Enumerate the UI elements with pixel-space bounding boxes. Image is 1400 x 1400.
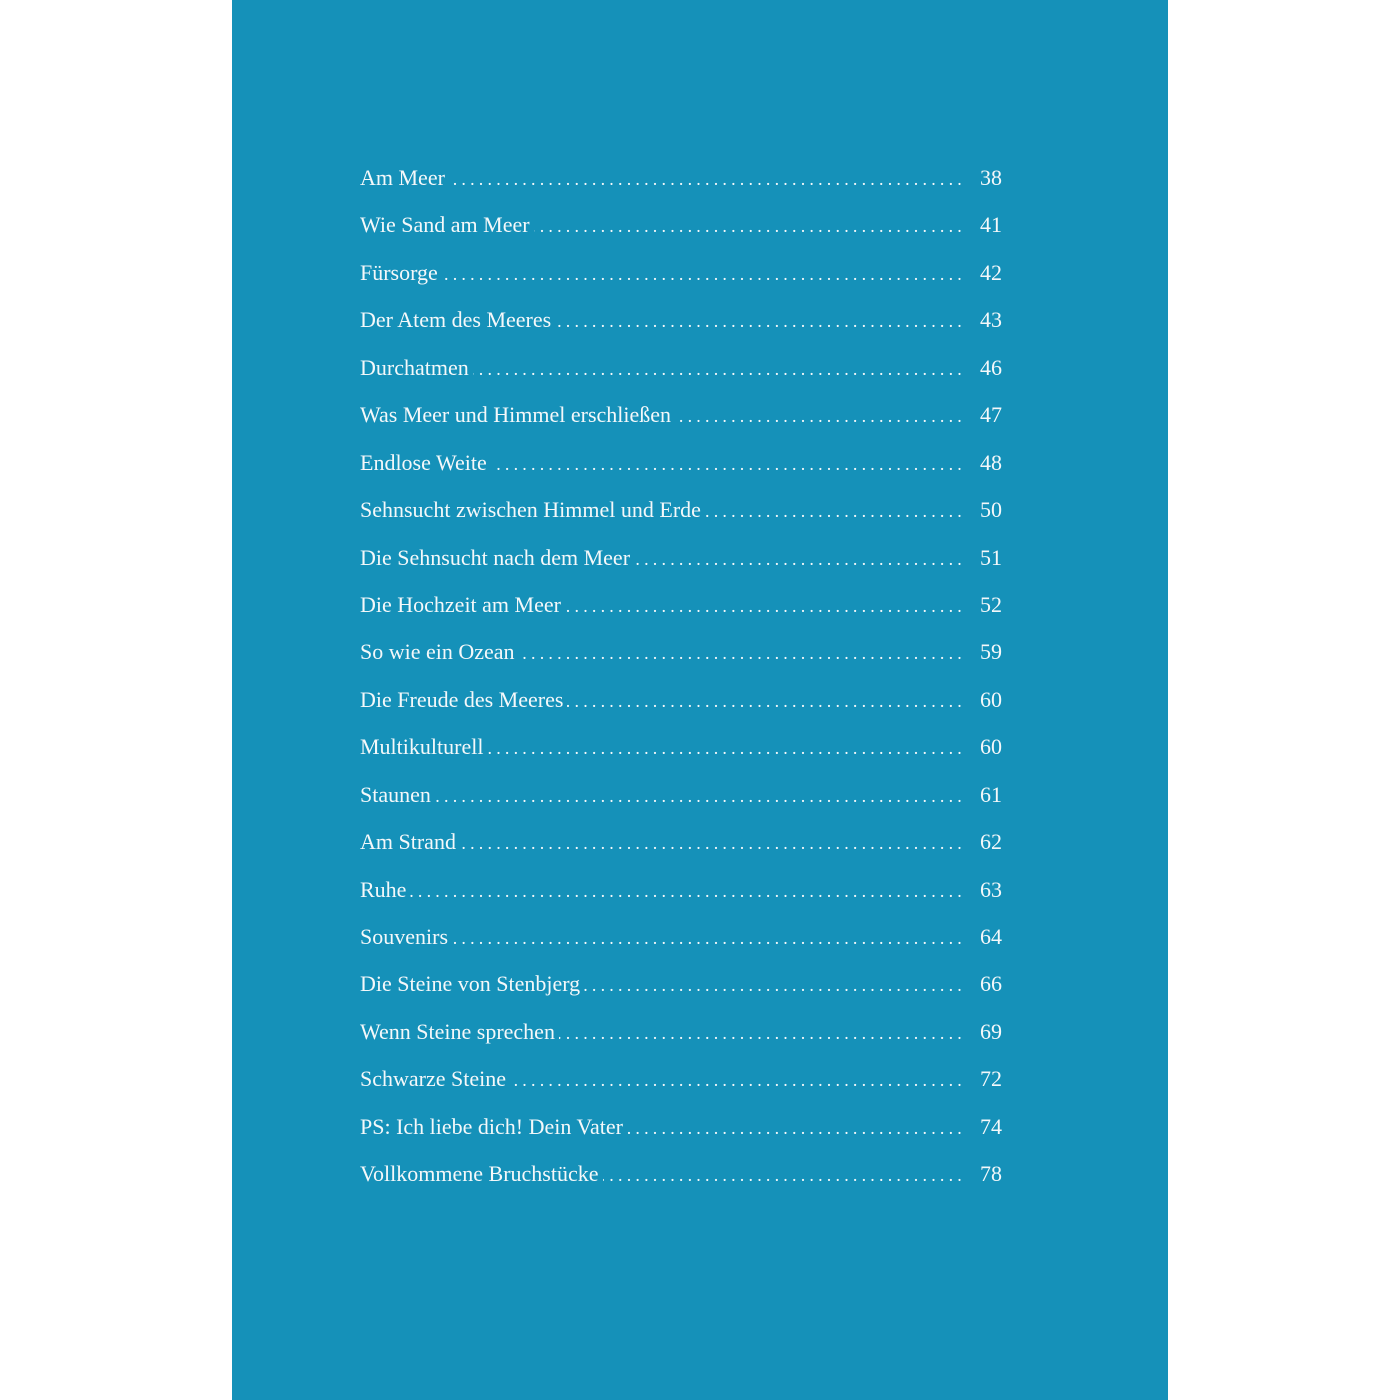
- toc-entry: Am Meer.................................…: [360, 160, 1002, 207]
- toc-entry-title: Fürsorge: [360, 259, 438, 285]
- toc-entry-page-number: 43: [980, 307, 1002, 333]
- toc-entry: Vollkommene Bruchstücke.................…: [360, 1156, 1002, 1203]
- dot-leader: ........................................…: [558, 1022, 966, 1043]
- toc-entry-title: Souvenirs: [360, 924, 448, 949]
- dot-leader: ........................................…: [555, 311, 966, 332]
- dot-leader: ........................................…: [626, 1117, 966, 1138]
- toc-entry-page-number: 60: [980, 734, 1002, 760]
- toc-entry-title: PS: Ich liebe dich! Dein Vater: [360, 1113, 623, 1139]
- toc-entry: Die Hochzeit am Meer....................…: [360, 587, 1002, 634]
- toc-entry: Die Freude des Meeres...................…: [360, 682, 1002, 729]
- toc-entry-page-number: 46: [980, 354, 1002, 380]
- toc-entry: So wie ein Ozean........................…: [360, 634, 1002, 681]
- dot-leader: ........................................…: [567, 690, 966, 711]
- toc-entry: Am Strand...............................…: [360, 824, 1002, 871]
- toc-entry-page-number: 59: [980, 639, 1002, 665]
- toc-entry: Die Steine von Stenbjerg................…: [360, 966, 1002, 1013]
- toc-entry-page-number: 69: [980, 1018, 1002, 1044]
- toc-entry-page-number: 66: [980, 971, 1002, 997]
- toc-entry-page-number: 51: [980, 544, 1002, 570]
- toc-entry-page-number: 42: [980, 259, 1002, 285]
- toc-entry-title: Die Sehnsucht nach dem Meer: [360, 544, 631, 570]
- dot-leader: ........................................…: [442, 263, 966, 284]
- toc-entry-page-number: 62: [980, 829, 1002, 855]
- toc-entry-title: Am Strand: [360, 829, 456, 855]
- toc-entry-page-number: 52: [980, 591, 1002, 617]
- toc-entry: Souvenirs...............................…: [360, 919, 1002, 966]
- toc-entry-page-number: 63: [980, 876, 1002, 902]
- toc-entry: Ruhe....................................…: [360, 872, 1002, 919]
- toc-entry-page-number: 48: [980, 449, 1002, 475]
- toc-entry-page-number: 60: [980, 686, 1002, 712]
- toc-entry-title: Staunen: [360, 781, 431, 807]
- toc-entry-title: Am Meer: [360, 165, 445, 190]
- book-page: Am Meer.................................…: [232, 0, 1168, 1400]
- dot-leader: ........................................…: [510, 1070, 966, 1091]
- dot-leader: ........................................…: [434, 785, 966, 806]
- dot-leader: ........................................…: [704, 501, 966, 522]
- toc-entry: Staunen.................................…: [360, 777, 1002, 824]
- toc-entry: PS: Ich liebe dich! Dein Vater..........…: [360, 1109, 1002, 1156]
- toc-entry: Was Meer und Himmel erschließen.........…: [360, 397, 1002, 444]
- dot-leader: ........................................…: [634, 548, 966, 569]
- dot-leader: ........................................…: [460, 833, 966, 854]
- toc-entry: Sehnsucht zwischen Himmel und Erde......…: [360, 492, 1002, 539]
- toc-entry-title: Sehnsucht zwischen Himmel und Erde: [360, 497, 701, 523]
- toc-entry: Die Sehnsucht nach dem Meer.............…: [360, 540, 1002, 587]
- toc-entry: Schwarze Steine.........................…: [360, 1061, 1002, 1108]
- dot-leader: ........................................…: [519, 643, 966, 664]
- toc-entry-title: Der Atem des Meeres: [360, 307, 552, 333]
- dot-leader: ........................................…: [533, 216, 966, 237]
- dot-leader: ........................................…: [452, 928, 966, 948]
- toc-entry: Endlose Weite...........................…: [360, 445, 1002, 492]
- toc-entry-page-number: 41: [980, 212, 1002, 238]
- toc-entry-page-number: 74: [980, 1113, 1002, 1139]
- dot-leader: ........................................…: [449, 169, 966, 189]
- toc-entry-title: Vollkommene Bruchstücke: [360, 1161, 599, 1187]
- dot-leader: ........................................…: [564, 595, 966, 616]
- toc-entry-title: Was Meer und Himmel erschließen: [360, 402, 672, 428]
- table-of-contents: Am Meer.................................…: [360, 160, 1002, 1204]
- dot-leader: ........................................…: [675, 406, 966, 427]
- toc-entry-title: Durchatmen: [360, 354, 469, 380]
- toc-entry-page-number: 38: [980, 165, 1002, 190]
- dot-leader: ........................................…: [584, 975, 966, 996]
- toc-entry-title: Die Freude des Meeres: [360, 686, 564, 712]
- toc-entry-title: Die Steine von Stenbjerg: [360, 971, 581, 997]
- toc-entry: Multikulturell..........................…: [360, 729, 1002, 776]
- toc-entry-title: Endlose Weite: [360, 449, 487, 475]
- toc-entry-page-number: 47: [980, 402, 1002, 428]
- toc-entry-page-number: 61: [980, 781, 1002, 807]
- toc-entry-title: Wenn Steine sprechen: [360, 1018, 555, 1044]
- dot-leader: ........................................…: [603, 1165, 966, 1186]
- toc-entry-title: Ruhe: [360, 876, 407, 902]
- toc-entry-title: Schwarze Steine: [360, 1066, 506, 1092]
- dot-leader: ........................................…: [487, 738, 966, 759]
- toc-entry-page-number: 50: [980, 497, 1002, 523]
- toc-entry-page-number: 72: [980, 1066, 1002, 1092]
- toc-entry: Wenn Steine sprechen....................…: [360, 1014, 1002, 1061]
- toc-entry-title: Multikulturell: [360, 734, 484, 760]
- toc-entry-title: Wie Sand am Meer: [360, 212, 530, 238]
- toc-entry-page-number: 78: [980, 1161, 1002, 1187]
- toc-entry-title: Die Hochzeit am Meer: [360, 591, 561, 617]
- toc-entry: Der Atem des Meeres.....................…: [360, 302, 1002, 349]
- toc-entry-page-number: 64: [980, 924, 1002, 949]
- dot-leader: ........................................…: [410, 880, 966, 901]
- toc-entry: Durchatmen..............................…: [360, 350, 1002, 397]
- dot-leader: ........................................…: [491, 453, 966, 474]
- toc-entry-title: So wie ein Ozean: [360, 639, 515, 665]
- dot-leader: ........................................…: [473, 358, 966, 379]
- toc-entry: Fürsorge................................…: [360, 255, 1002, 302]
- toc-entry: Wie Sand am Meer........................…: [360, 207, 1002, 254]
